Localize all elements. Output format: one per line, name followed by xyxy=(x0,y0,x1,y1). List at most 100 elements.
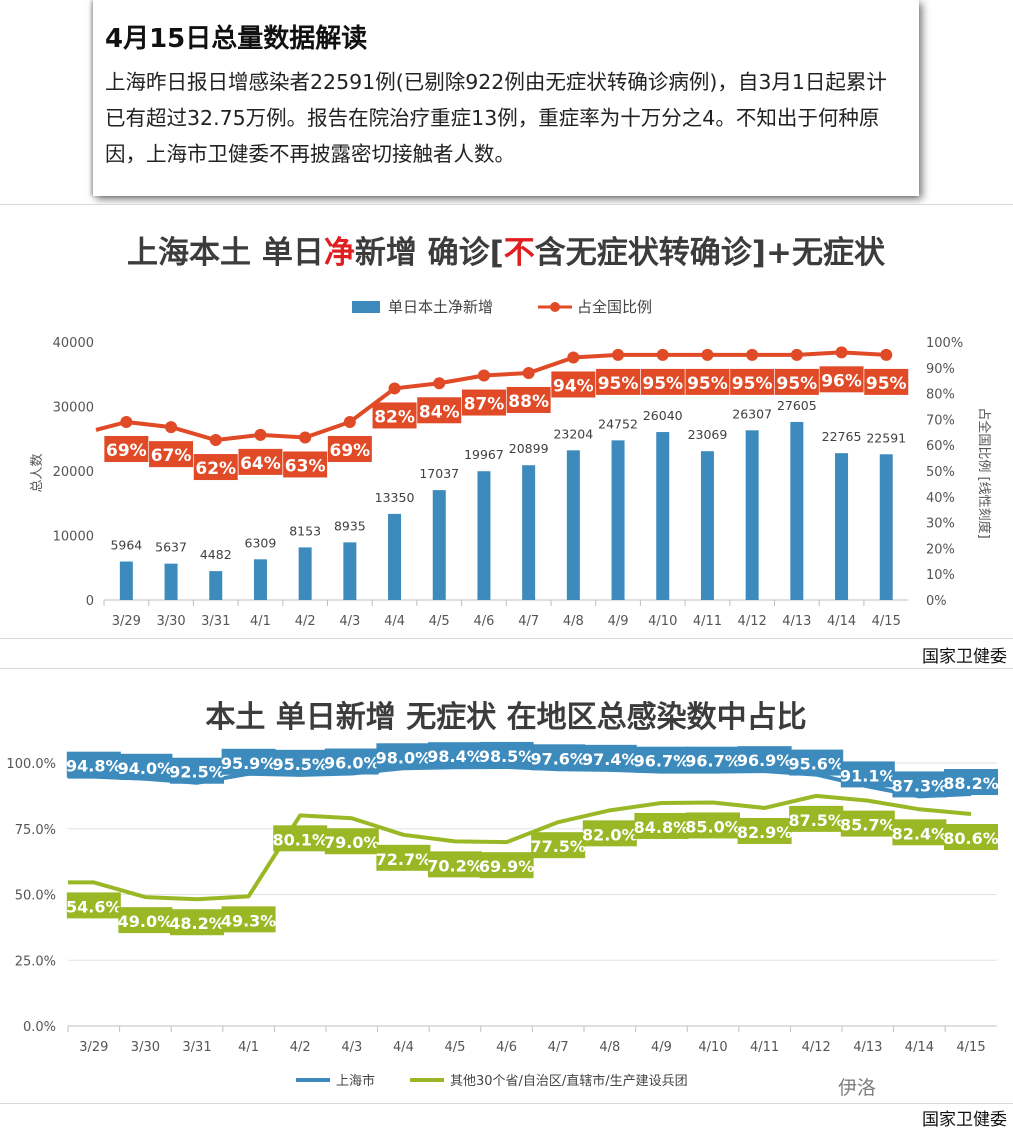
chart1-ytick-right: 30% xyxy=(926,517,955,532)
chart2-shanghai-label: 95.6% xyxy=(788,755,844,774)
chart1-xtick-label: 3/30 xyxy=(156,614,185,629)
chart2-xtick-label: 4/1 xyxy=(238,1040,259,1055)
chart1-share-label-box xyxy=(864,368,909,395)
chart1-ytick-right: 90% xyxy=(926,362,955,377)
chart2-xtick-label: 4/15 xyxy=(956,1040,985,1055)
chart2-other-label: 87.5% xyxy=(788,811,844,830)
chart1-bar xyxy=(835,453,849,600)
chart2-other-label: 80.1% xyxy=(272,830,328,849)
chart1-ytick-left: 0 xyxy=(86,594,94,609)
chart1-title: 上海本土 单日净新增 确诊[不含无症状转确诊]+无症状 xyxy=(127,235,886,271)
chart1-ytick-right: 70% xyxy=(926,413,955,428)
chart2-xtick-label: 4/3 xyxy=(341,1040,362,1055)
chart1-bar-label: 5637 xyxy=(155,540,187,555)
chart1-share-point xyxy=(120,415,133,428)
chart2-shanghai-label: 94.8% xyxy=(66,757,122,776)
chart1-xtick-label: 4/11 xyxy=(693,614,722,629)
chart2-xtick-label: 4/14 xyxy=(905,1040,934,1055)
chart1-title-e: 含无症状转确诊]+无症状 xyxy=(535,235,886,271)
chart2-other-label-box xyxy=(944,824,998,851)
chart1-share-point xyxy=(165,421,178,434)
chart2-other-label-box xyxy=(376,844,431,871)
chart2-other-label: 82.9% xyxy=(737,823,793,842)
chart2-shanghai-label-box xyxy=(840,761,895,788)
chart1-bar xyxy=(388,513,402,600)
chart1-legend: 单日本土净新增 占全国比例 xyxy=(352,298,652,316)
chart2-xtick-label: 4/5 xyxy=(445,1040,466,1055)
chart1-ytick-right: 60% xyxy=(926,439,955,454)
chart1-bar xyxy=(566,450,580,600)
chart1-bar xyxy=(790,421,804,600)
chart1-xtick-label: 4/9 xyxy=(608,614,629,629)
chart2-shanghai-label: 96.7% xyxy=(634,752,690,771)
chart1-ytick-right: 50% xyxy=(926,465,955,480)
chart1-share-point xyxy=(299,431,312,444)
chart2-shanghai-label-box xyxy=(273,749,328,776)
chart1-share-label-box xyxy=(819,366,864,393)
chart1-bar-label: 24752 xyxy=(598,416,638,431)
chart2-shanghai-label: 87.3% xyxy=(892,776,948,795)
chart2-ytick: 75.0% xyxy=(15,823,56,838)
chart1-xtick-label: 4/6 xyxy=(473,614,494,629)
chart2-xtick-label: 4/13 xyxy=(853,1040,882,1055)
chart1-xtick-label: 4/4 xyxy=(384,614,405,629)
chart2-shanghai-label: 94.0% xyxy=(118,759,174,778)
chart1-bar-label: 26307 xyxy=(732,406,772,421)
chart1-share-point xyxy=(835,346,848,359)
chart2-shanghai-label-box xyxy=(428,742,482,769)
chart2-shanghai-label: 96.7% xyxy=(685,752,741,771)
chart2-xtick-label: 4/6 xyxy=(496,1040,517,1055)
chart2-xtick-label: 3/31 xyxy=(182,1040,211,1055)
chart1-share-point xyxy=(433,377,446,390)
chart2-shanghai-label: 96.9% xyxy=(737,751,793,770)
chart1-bar xyxy=(879,454,893,600)
chart1-xtick-label: 4/7 xyxy=(518,614,539,629)
chart1-share-label-box xyxy=(372,402,417,429)
chart1-bar xyxy=(253,559,267,600)
chart2-shanghai-label-box xyxy=(686,746,740,773)
legend-line-label: 占全国比例 xyxy=(577,298,652,316)
chart1-ytick-right: 80% xyxy=(926,388,955,403)
chart2-other-label: 48.2% xyxy=(169,914,225,933)
chart2-shanghai-label: 91.1% xyxy=(840,766,896,785)
chart1-share-point xyxy=(209,434,222,447)
chart2-shanghai-label-box xyxy=(531,744,586,771)
chart1-share-point xyxy=(701,348,714,361)
chart1-bar-label: 27605 xyxy=(777,398,817,413)
chart2-other-label: 49.3% xyxy=(221,911,277,930)
chart2-other-label: 79.0% xyxy=(324,833,380,852)
chart1-share-label: 94% xyxy=(553,376,594,396)
chart1-ytick-left: 40000 xyxy=(53,336,94,351)
chart1-bar xyxy=(611,440,625,600)
chart1-bar xyxy=(522,465,536,600)
chart1-share-label: 95% xyxy=(776,374,817,394)
chart1-ylabel-left: 总人数 xyxy=(30,453,45,492)
chart1-share-point xyxy=(254,428,267,441)
chart2-other-label-box xyxy=(66,892,121,919)
chart1-ytick-right: 20% xyxy=(926,542,955,557)
chart1-title-c: 新增 确诊[ xyxy=(355,235,504,271)
chart1-share-label: 62% xyxy=(195,459,236,479)
chart1-share-label-box xyxy=(417,397,462,424)
chart1-title-a: 上海本土 单日 xyxy=(127,235,324,271)
chart2-other-label-box xyxy=(118,907,173,934)
chart1-bar-label: 8935 xyxy=(334,518,366,533)
chart2-shanghai-label: 97.6% xyxy=(530,749,586,768)
chart2-shanghai-label: 96.0% xyxy=(324,754,380,773)
chart1-bar xyxy=(164,563,178,600)
chart1-share-label: 64% xyxy=(240,454,281,474)
chart1-share-label: 69% xyxy=(329,441,370,461)
chart1-share-label: 95% xyxy=(687,374,728,394)
chart1-bar-label: 6309 xyxy=(245,535,277,550)
chart2-other-label-box xyxy=(840,810,895,837)
legend-other-label: 其他30个省/自治区/直辖市/生产建设兵团 xyxy=(450,1073,688,1089)
chart1-xtick-label: 4/5 xyxy=(429,614,450,629)
chart1-svg: 上海本土 单日净新增 确诊[不含无症状转确诊]+无症状 单日本土净新增 占全国比… xyxy=(30,235,992,629)
chart2-shanghai-label: 98.4% xyxy=(427,747,483,766)
chart2-xtick-label: 3/30 xyxy=(131,1040,160,1055)
chart1-bar-label: 23069 xyxy=(688,427,728,442)
chart1-share-point xyxy=(388,382,401,395)
chart2-xtick-label: 4/8 xyxy=(599,1040,620,1055)
chart2-xtick-label: 4/12 xyxy=(802,1040,831,1055)
chart1-xtick-label: 4/12 xyxy=(738,614,767,629)
